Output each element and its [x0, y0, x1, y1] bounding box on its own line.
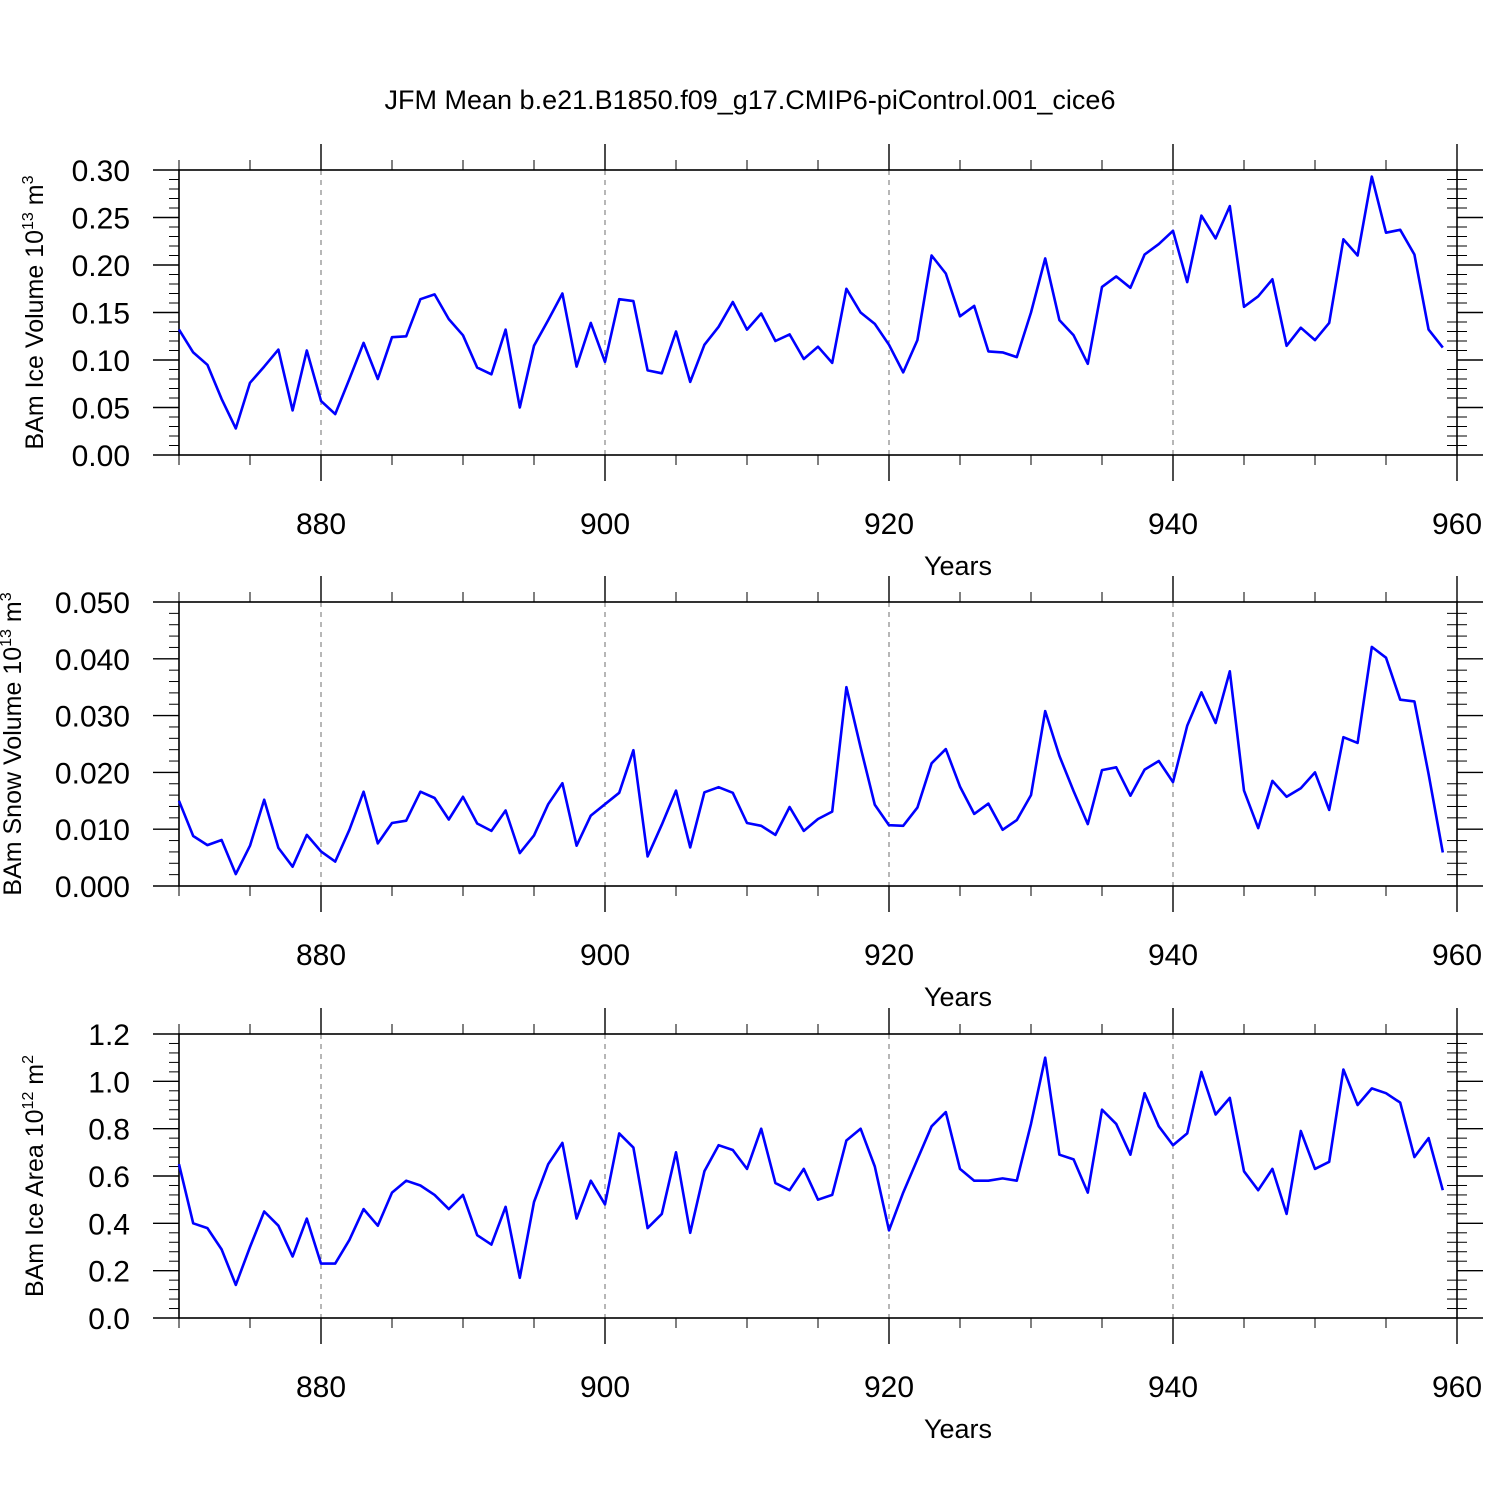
y-tick-label: 0.0: [88, 1303, 130, 1336]
series-line-ice-area: [177, 1056, 1445, 1287]
x-tick-label: 960: [1432, 508, 1482, 541]
x-tick-label: 920: [864, 1371, 914, 1404]
series-line-snow-volume: [177, 645, 1445, 876]
x-tick-label: 920: [864, 939, 914, 972]
x-tick-label: 900: [580, 508, 630, 541]
x-tick-label: 940: [1148, 508, 1198, 541]
panel-ice-volume: 880 900 920 940 960 0.00 0.05 0.10 0.15 0.20 0.25 0…: [20, 144, 1483, 581]
plot-frame: [178, 1033, 1458, 1319]
y-tick-label: 0.030: [55, 701, 130, 734]
y-tick-label: 0.10: [72, 345, 130, 378]
x-tick-label: 900: [580, 939, 630, 972]
y-tick-label: 0.15: [72, 298, 130, 331]
figure-title: JFM Mean b.e21.B1850.f09_g17.CMIP6-piCon…: [385, 85, 1116, 115]
y-tick-label: 0.4: [88, 1208, 130, 1241]
plot-frame: [178, 169, 1458, 456]
panel-ice-area: 880 900 920 940 960 0.0 0.2 0.4 0.6 0.8 1.0 1.2 Year…: [20, 1008, 1483, 1444]
y-tick-label: 0.040: [55, 644, 130, 677]
y-tick-label: 0.00: [72, 440, 130, 473]
y-tick-label: 0.8: [88, 1114, 130, 1147]
plot-frame: [178, 601, 1458, 887]
x-tick-label: 880: [296, 939, 346, 972]
y-axis-label: BAm Snow Volume 1013 m3: [0, 592, 27, 895]
y-tick-label: 0.2: [88, 1256, 130, 1289]
y-tick-label: 0.30: [72, 155, 130, 188]
x-tick-label: 940: [1148, 1371, 1198, 1404]
x-tick-label: 880: [296, 508, 346, 541]
x-tick-label: 880: [296, 1371, 346, 1404]
y-tick-label: 0.25: [72, 203, 130, 236]
y-tick-label: 0.020: [55, 757, 130, 790]
y-axis-label: BAm Ice Area 1012 m2: [20, 1055, 49, 1297]
panel-snow-volume: 880 900 920 940 960 0.000 0.010 0.020 0.030 0.040…: [0, 576, 1483, 1012]
y-tick-label: 0.000: [55, 871, 130, 904]
y-tick-label: 0.050: [55, 587, 130, 620]
y-tick-label: 0.05: [72, 393, 130, 426]
y-tick-label: 1.0: [88, 1066, 130, 1099]
x-axis-label: Years: [924, 982, 992, 1012]
x-tick-label: 900: [580, 1371, 630, 1404]
x-axis-label: Years: [924, 551, 992, 581]
y-tick-label: 0.20: [72, 250, 130, 283]
y-tick-label: 0.6: [88, 1161, 130, 1194]
y-tick-label: 0.010: [55, 814, 130, 847]
x-tick-label: 960: [1432, 939, 1482, 972]
series-line-ice-volume: [177, 175, 1444, 430]
x-tick-label: 940: [1148, 939, 1198, 972]
x-tick-label: 920: [864, 508, 914, 541]
x-tick-label: 960: [1432, 1371, 1482, 1404]
y-axis-label: BAm Ice Volume 1013 m3: [20, 175, 49, 449]
y-tick-label: 1.2: [88, 1019, 130, 1052]
x-axis-label: Years: [924, 1414, 992, 1444]
